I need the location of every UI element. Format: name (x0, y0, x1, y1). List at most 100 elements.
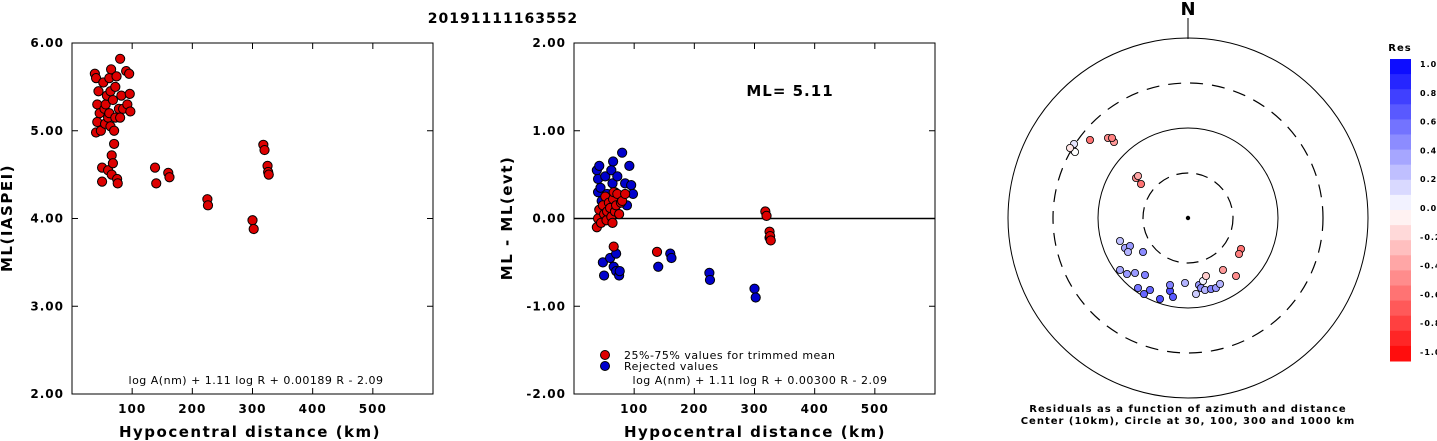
residual-point (1137, 179, 1146, 188)
colorbar-cell (1390, 149, 1411, 166)
colorbar-cell (1390, 74, 1411, 90)
residual-point (1156, 294, 1165, 303)
colorbar-cell (1390, 330, 1411, 347)
x-tick-label: 100 (620, 402, 648, 416)
north-label: N (1180, 0, 1195, 20)
data-point (607, 217, 618, 228)
data-point (149, 162, 161, 173)
residual-point (1141, 270, 1150, 279)
figure-title: 20191111163552 (428, 11, 578, 27)
circle-30km (1142, 172, 1234, 264)
ml-value-label: ML= 5.11 (746, 82, 833, 100)
data-point (597, 257, 608, 268)
legend-marker-rejected (600, 361, 610, 371)
data-point (620, 188, 631, 200)
formula-label: log A(nm) + 1.11 log R + 0.00189 R - 2.0… (129, 374, 384, 387)
legend-marker-trimmed (600, 350, 610, 360)
colorbar-cell (1390, 104, 1411, 120)
data-point (624, 160, 635, 171)
colorbar-cell (1390, 270, 1411, 286)
data-point (106, 64, 117, 75)
data-point (614, 266, 625, 277)
data-point (614, 209, 625, 220)
data-point (259, 144, 270, 156)
residual-point (1192, 289, 1201, 298)
x-tick-label: 500 (861, 402, 889, 416)
colorbar-cell (1390, 59, 1411, 75)
y-tick-label: 1.00 (532, 124, 566, 138)
colorbar-label: -0.8 (1420, 319, 1437, 328)
residual-point (1219, 265, 1228, 274)
data-point (109, 125, 120, 136)
x-tick-label: 400 (801, 402, 829, 416)
colorbar-cell (1390, 119, 1411, 135)
data-point (107, 94, 119, 106)
residual-point (1169, 292, 1178, 301)
data-point (653, 261, 664, 272)
residual-point (1108, 133, 1117, 142)
residual-point (1232, 271, 1241, 280)
colorbar-label: 0.4 (1420, 146, 1437, 155)
colorbar-cell (1390, 240, 1411, 256)
y-tick-label: 5.00 (30, 124, 64, 138)
data-point (626, 180, 637, 191)
panel-ml-residual: -2.00 -1.00 0.00 1.00 2.00 100 200 300 400 500 M… (498, 36, 936, 441)
data-point (107, 158, 119, 169)
colorbar-cell (1390, 134, 1411, 151)
colorbar-labels: 1.0 0.8 0.6 0.4 0.2 0.0 -0.2 -0.4 -0.6 -0.8 -1.0 (1420, 60, 1437, 357)
formula-label: log A(nm) + 1.11 log R + 0.00300 R - 2.0… (633, 374, 888, 387)
data-point (116, 90, 127, 101)
data-point (93, 86, 104, 97)
x-tick-label: 300 (740, 402, 768, 416)
residual-point (1134, 171, 1143, 180)
x-tick-label: 200 (178, 402, 206, 416)
data-point (651, 246, 663, 257)
polar-caption-line1: Residuals as a function of azimuth and d… (1029, 404, 1346, 415)
colorbar-label: -0.2 (1420, 233, 1437, 242)
residual-point (1216, 279, 1225, 288)
data-point (617, 147, 628, 158)
scatter-points (591, 147, 776, 303)
residual-point (1086, 135, 1095, 144)
data-point (600, 171, 611, 182)
colorbar-label: 0.8 (1420, 89, 1437, 98)
colorbar-cell (1390, 255, 1411, 271)
panel-ml-iaspei: 2.00 3.00 4.00 5.00 6.00 100 200 300 400 500 log… (0, 36, 434, 441)
data-point (124, 88, 135, 99)
x-axis-ticks: 100 200 300 400 500 (118, 43, 386, 416)
colorbar-cell (1390, 315, 1411, 332)
data-point (115, 53, 126, 64)
colorbar-label: -0.4 (1420, 262, 1437, 271)
data-point (151, 178, 162, 189)
data-point (750, 292, 761, 303)
data-point (608, 241, 619, 252)
data-point (112, 178, 123, 189)
data-point (202, 200, 214, 211)
legend-label-trimmed: 25%-75% values for trimmed mean (624, 349, 836, 362)
residual-point (1235, 249, 1244, 258)
colorbar-cell (1390, 89, 1411, 105)
colorbar-cells (1390, 59, 1411, 362)
polar-caption-line2: Center (10km), Circle at 30, 100, 300 an… (1021, 416, 1356, 427)
residual-point (1166, 280, 1175, 289)
data-point (608, 156, 619, 167)
x-axis-ticks: 100 200 300 400 500 (620, 43, 889, 416)
data-point (164, 172, 175, 183)
data-point (109, 138, 120, 150)
residual-point (1202, 271, 1211, 280)
data-point (263, 169, 274, 180)
data-point (96, 176, 108, 187)
residual-point (1134, 283, 1143, 292)
y-tick-label: 6.00 (30, 36, 64, 50)
colorbar-label: 0.0 (1420, 204, 1437, 213)
circle-1000km (1007, 37, 1369, 399)
colorbar-cell (1390, 285, 1411, 302)
legend-label-rejected: Rejected values (624, 360, 719, 373)
x-axis-label: Hypocentral distance (km) (624, 423, 886, 441)
colorbar-label: 0.6 (1420, 118, 1437, 127)
scatter-points (89, 53, 274, 235)
legend: 25%-75% values for trimmed mean Rejected… (600, 349, 836, 373)
x-tick-label: 400 (299, 402, 327, 416)
colorbar-cell (1390, 300, 1411, 317)
residual-point (1131, 268, 1140, 277)
